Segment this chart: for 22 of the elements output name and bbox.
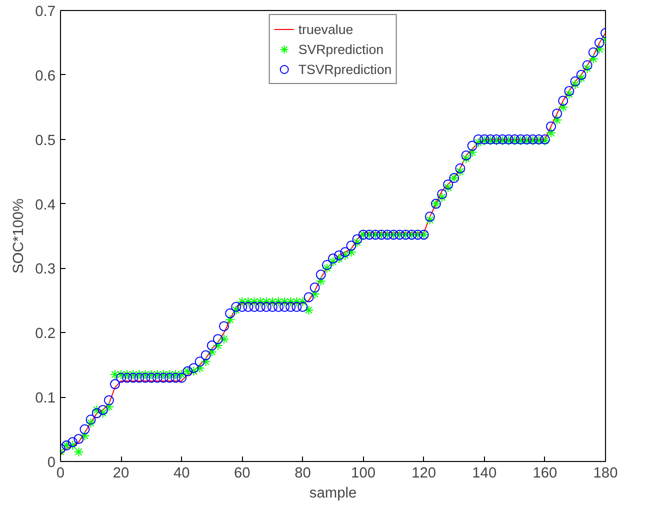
x-tick-label: 60 (234, 466, 250, 482)
legend-label: SVRprediction (298, 42, 384, 56)
y-tick-label: 0.6 (35, 68, 56, 84)
y-tick-label: 0.3 (35, 262, 56, 278)
y-tick-label: 0 (47, 455, 56, 471)
y-tick-label: 0.1 (35, 390, 56, 407)
y-axis-title: SOC*100% (11, 198, 28, 274)
x-tick-label: 40 (173, 466, 190, 482)
x-tick-label: 160 (532, 466, 558, 482)
y-tick-label: 0.5 (35, 132, 56, 149)
x-tick-label: 20 (112, 466, 130, 482)
legend-label: truevalue (298, 22, 354, 36)
y-tick-label: 0.2 (35, 326, 56, 342)
x-tick-label: 100 (351, 466, 376, 482)
x-tick-label: 80 (294, 466, 311, 482)
y-tick-label: 0.4 (35, 197, 56, 214)
x-tick-label: 120 (412, 466, 436, 482)
legend-label: TSVRprediction (298, 62, 392, 76)
x-tick-label: 180 (593, 466, 618, 482)
x-tick-label: 140 (472, 466, 497, 482)
y-tick-label: 0.7 (35, 4, 56, 20)
x-axis-title: sample (309, 486, 357, 502)
